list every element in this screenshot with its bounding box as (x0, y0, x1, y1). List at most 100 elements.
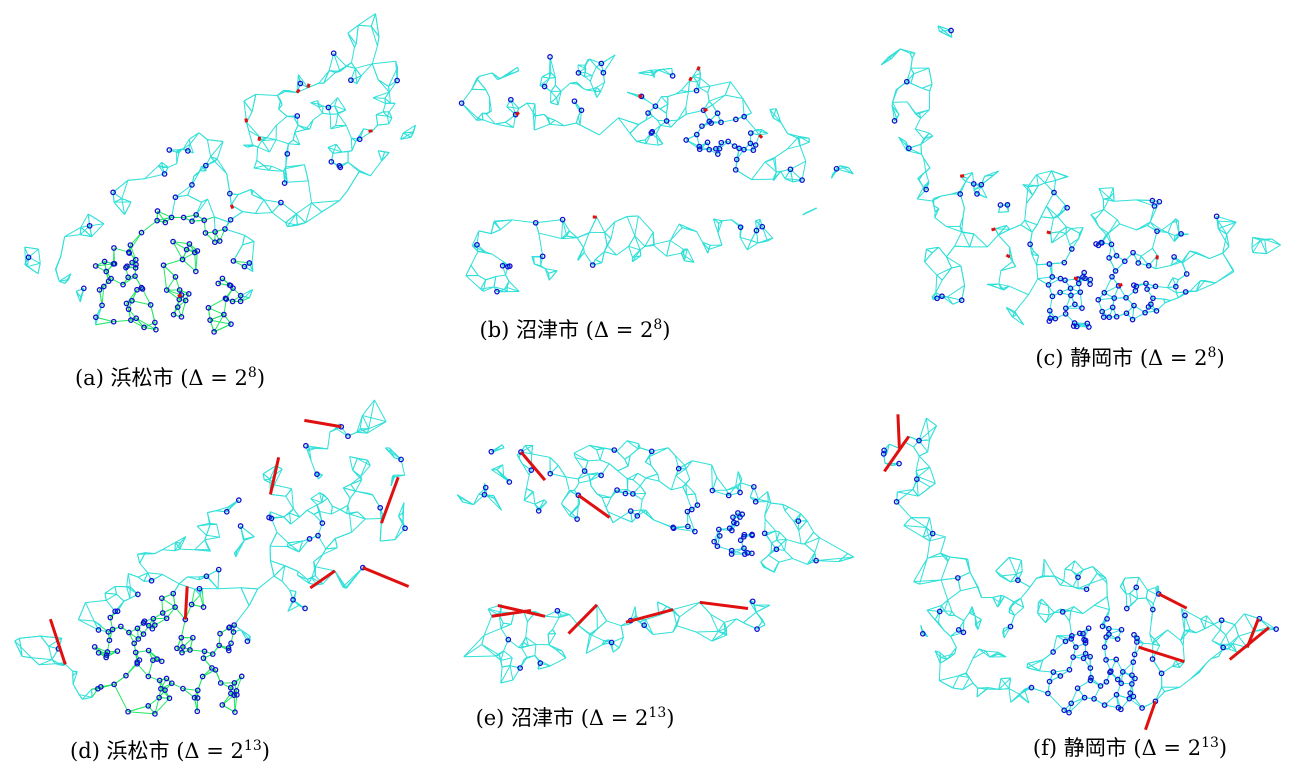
road (553, 617, 560, 629)
road (464, 635, 484, 656)
road (343, 484, 350, 488)
road (19, 636, 40, 638)
road (725, 82, 730, 95)
road (127, 574, 129, 587)
road (267, 125, 277, 138)
road (238, 190, 251, 195)
road (630, 133, 637, 141)
road (929, 133, 933, 136)
road (987, 235, 998, 247)
road (61, 237, 65, 257)
road (599, 118, 618, 135)
road (549, 77, 555, 78)
road (306, 129, 310, 130)
road (159, 162, 162, 165)
road (1060, 232, 1066, 234)
network-map (881, 26, 1280, 329)
road (800, 146, 806, 161)
road (781, 171, 786, 178)
selected-edge (638, 96, 642, 97)
road (607, 621, 622, 626)
road (1032, 254, 1037, 264)
road (617, 246, 629, 255)
road (314, 512, 319, 515)
road (668, 448, 675, 456)
road (155, 322, 156, 329)
road (92, 689, 98, 698)
road (629, 236, 635, 246)
road (340, 191, 347, 200)
road (203, 651, 204, 658)
road (638, 72, 654, 73)
road (548, 634, 549, 645)
road (464, 644, 482, 656)
road (327, 498, 332, 506)
road (307, 505, 317, 511)
selected-edge (363, 568, 409, 587)
road (389, 103, 395, 112)
road (1218, 221, 1227, 234)
road (15, 641, 32, 658)
road (926, 168, 930, 172)
road (491, 221, 494, 234)
road (578, 625, 591, 635)
road (1223, 253, 1234, 270)
road (670, 240, 683, 249)
road (164, 259, 183, 265)
road (553, 630, 556, 634)
road (121, 626, 129, 632)
road (180, 549, 195, 550)
road (576, 116, 578, 123)
road (137, 554, 139, 563)
road (579, 480, 590, 482)
road (270, 561, 284, 566)
road (125, 202, 131, 215)
road (270, 561, 274, 576)
road (820, 538, 848, 554)
road (570, 82, 577, 83)
road (713, 95, 726, 105)
road (1104, 209, 1118, 219)
road (347, 171, 360, 192)
road (785, 550, 793, 558)
road (114, 684, 128, 711)
road (351, 138, 352, 151)
road (769, 555, 779, 562)
road (730, 82, 742, 99)
road (162, 550, 174, 551)
road (479, 231, 491, 234)
road (697, 232, 703, 243)
road (1252, 237, 1253, 247)
road (640, 250, 641, 256)
road (1037, 217, 1041, 225)
road (234, 606, 249, 625)
road (85, 603, 93, 621)
selected-edge (1119, 284, 1123, 286)
road (190, 133, 199, 144)
road (708, 86, 710, 92)
road (653, 116, 658, 120)
road (535, 644, 536, 655)
selected-edge (704, 110, 708, 111)
road (372, 64, 378, 80)
road (686, 469, 690, 479)
road (709, 101, 712, 105)
road (645, 232, 653, 246)
road (132, 301, 151, 305)
road (105, 586, 115, 593)
page: {"panels": [ {"text": "(a) 浜松市 (Δ = 2", … (0, 0, 1299, 769)
road (577, 82, 584, 88)
road (270, 532, 277, 546)
road (257, 160, 264, 165)
road (658, 120, 667, 121)
road (359, 172, 370, 176)
road (773, 171, 780, 179)
road (313, 113, 322, 120)
road (350, 514, 352, 532)
road (155, 550, 163, 554)
road (668, 94, 676, 97)
road (115, 586, 117, 594)
selected-edge (698, 67, 700, 71)
road (534, 124, 550, 130)
road (335, 532, 351, 538)
